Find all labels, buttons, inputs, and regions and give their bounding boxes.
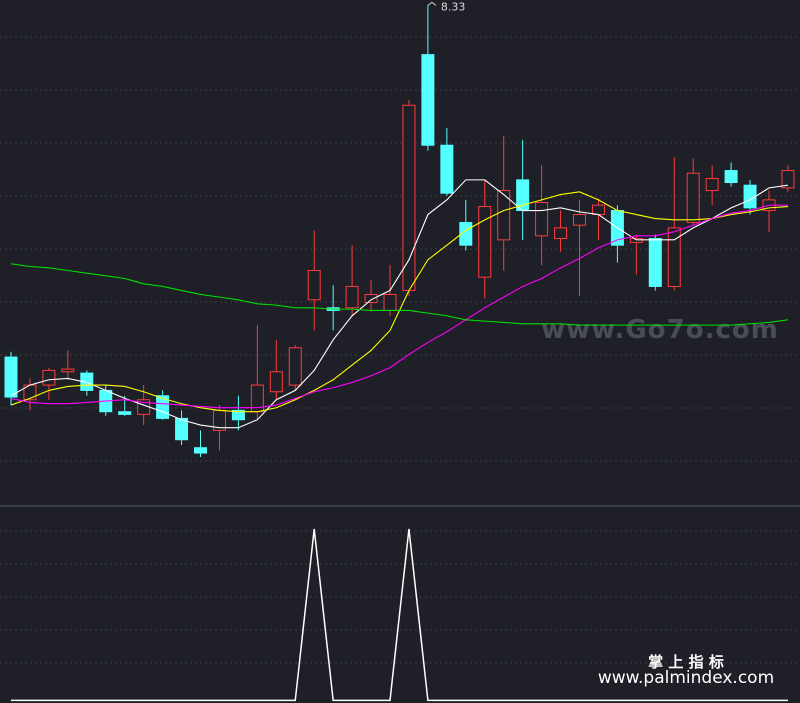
candle-body: [4, 356, 18, 398]
candle-body: [421, 54, 435, 146]
candle-body: [478, 206, 492, 278]
moving-average: [10, 179, 789, 429]
candle-body: [554, 227, 568, 240]
max-marker: [427, 1, 437, 6]
candle-body: [724, 170, 738, 184]
moving-average: [10, 204, 788, 409]
candle-body: [629, 238, 643, 244]
candle-body: [591, 204, 605, 216]
candle-body: [194, 447, 207, 454]
candle-body: [535, 202, 549, 237]
max-label: 8.33: [441, 0, 466, 13]
candle-body: [705, 178, 719, 192]
candle-body: [383, 293, 397, 311]
candle-body: [231, 409, 245, 421]
candle-body: [80, 372, 94, 391]
brand-url: www.palmindex.com: [598, 668, 774, 688]
candle-body: [743, 184, 757, 209]
candle-body: [440, 144, 454, 194]
candle-body: [667, 227, 681, 287]
candle-body: [459, 222, 473, 246]
candle-body: [686, 172, 700, 224]
candle-body: [364, 293, 378, 303]
candle-body: [345, 285, 359, 309]
grid: [0, 36, 800, 664]
candle-body: [781, 170, 795, 189]
candle-body: [307, 269, 321, 301]
candle-body: [402, 104, 416, 291]
candle-body: [118, 411, 132, 415]
candle-body: [497, 190, 511, 241]
candle-body: [175, 417, 189, 441]
candle-body: [573, 214, 586, 226]
brand: 掌 上 指 标: [648, 653, 724, 671]
candle-body: [269, 371, 283, 393]
signal-line: [11, 528, 788, 702]
candle-body: [648, 238, 662, 287]
candle-body: [288, 347, 302, 386]
candle-body: [61, 368, 75, 373]
candle-body: [42, 369, 56, 386]
moving-average: [10, 263, 789, 326]
watermark: www.Go7o.com: [541, 315, 779, 345]
